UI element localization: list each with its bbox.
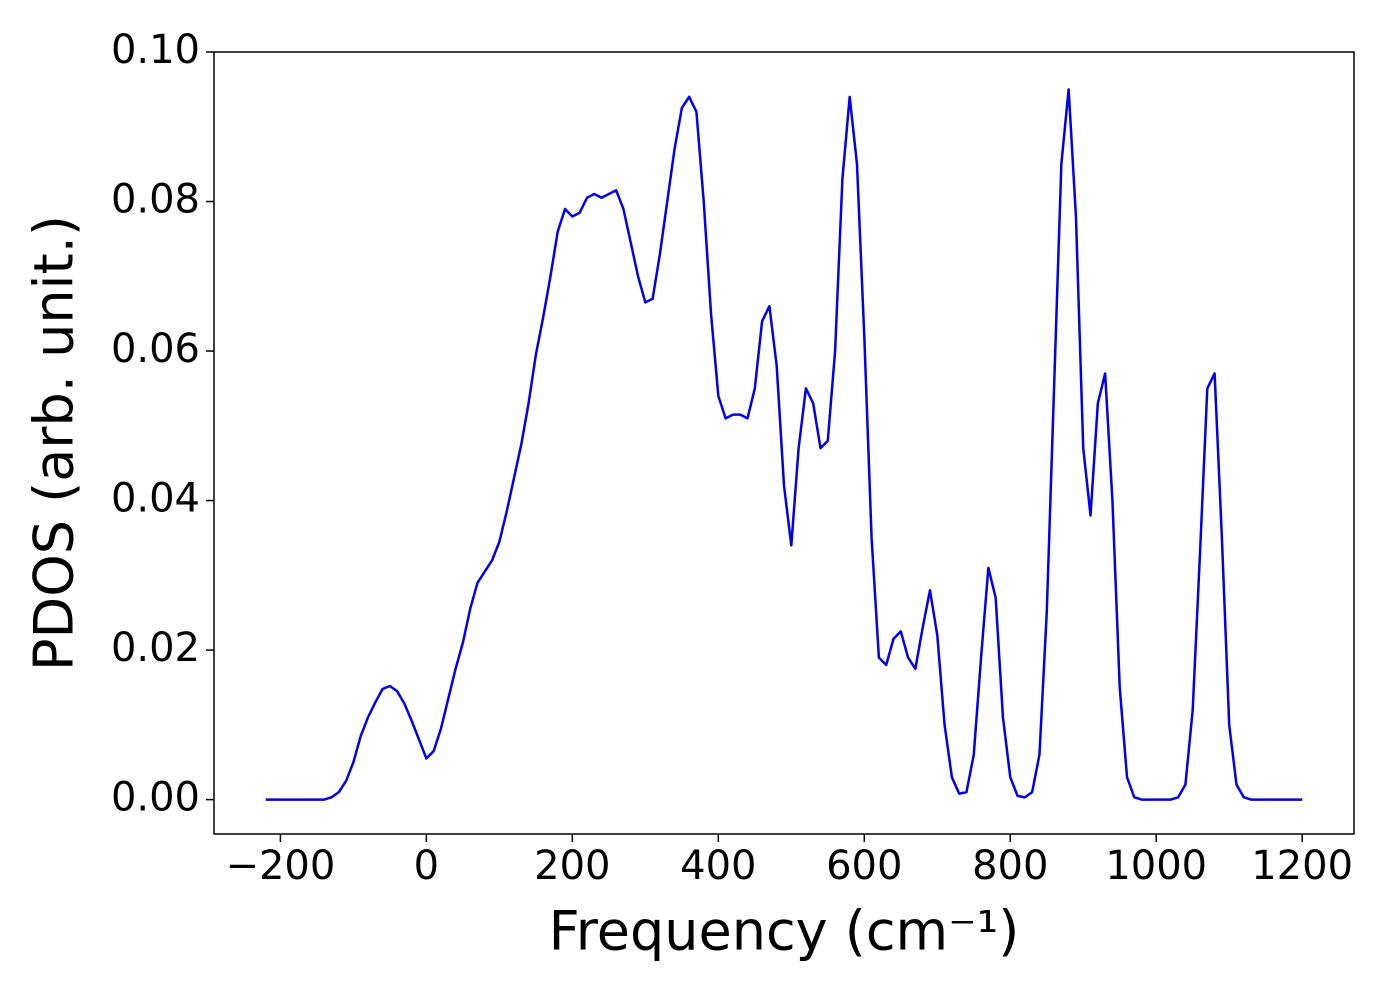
x-tick-label: 1200: [1251, 843, 1353, 889]
x-tick-label: 0: [414, 843, 439, 889]
y-tick-label: 0.04: [111, 476, 200, 522]
x-tick-label: −200: [225, 843, 335, 889]
x-tick-label: 600: [826, 843, 902, 889]
y-tick-label: 0.10: [111, 27, 200, 73]
x-tick-label: 200: [534, 843, 610, 889]
x-tick-label: 1000: [1105, 843, 1207, 889]
y-tick-label: 0.02: [111, 625, 200, 671]
x-tick-label: 400: [680, 843, 756, 889]
y-tick-label: 0.08: [111, 177, 200, 223]
x-tick-label: 800: [972, 843, 1048, 889]
y-tick-label: 0.00: [111, 775, 200, 821]
data-line: [265, 88, 1303, 801]
x-axis-label: Frequency (cm⁻¹): [549, 900, 1020, 963]
y-axis-label: PDOS (arb. unit.): [23, 215, 86, 671]
plot-frame: [213, 51, 1355, 835]
y-tick-label: 0.06: [111, 326, 200, 372]
